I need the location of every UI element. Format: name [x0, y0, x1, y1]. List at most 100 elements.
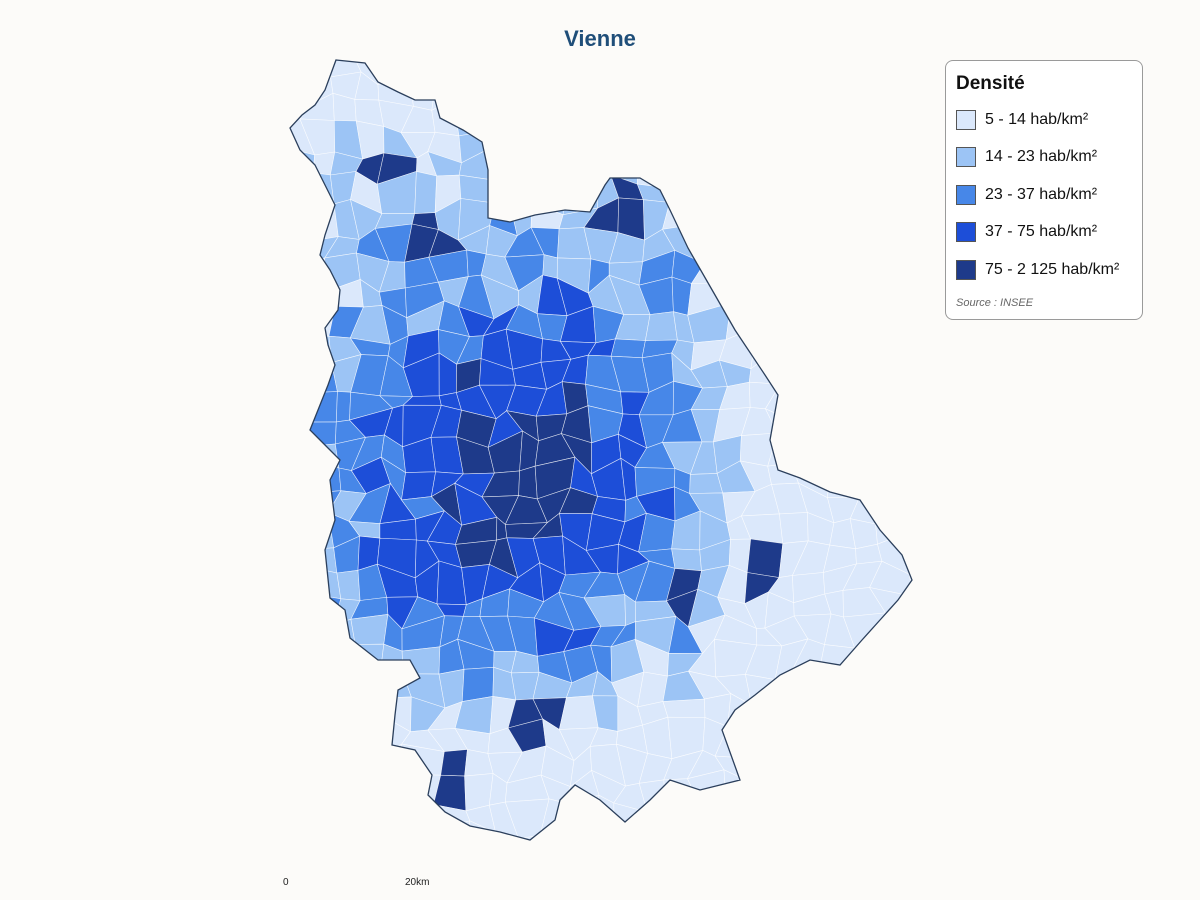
commune-cell	[534, 144, 565, 189]
commune-cell	[847, 68, 883, 103]
commune-cell	[818, 385, 861, 419]
commune-cell	[900, 288, 912, 305]
commune-cell	[850, 331, 882, 366]
commune-cell	[690, 173, 724, 207]
commune-cell	[640, 821, 674, 840]
commune-cell	[739, 255, 782, 288]
commune-cell	[561, 855, 592, 882]
legend-swatch-4	[956, 222, 976, 243]
commune-cell	[290, 460, 302, 499]
commune-cell	[899, 60, 912, 85]
commune-cell	[428, 820, 471, 840]
commune-cell	[687, 60, 726, 80]
commune-cell	[828, 752, 860, 781]
commune-cell	[290, 256, 307, 280]
commune-cell	[724, 60, 757, 80]
commune-cell	[533, 834, 562, 840]
commune-cell	[689, 473, 724, 494]
commune-cell	[715, 828, 752, 840]
commune-cell	[542, 254, 558, 279]
commune-cell	[620, 60, 638, 80]
commune-cell	[714, 93, 752, 136]
commune-cell	[290, 303, 302, 339]
commune-cell	[900, 144, 912, 182]
commune-cell	[741, 719, 776, 760]
scale-start-label: 0	[283, 877, 289, 888]
commune-cell	[290, 276, 307, 318]
commune-cell	[301, 624, 337, 648]
commune-cell	[870, 445, 912, 464]
legend-swatch-1	[956, 109, 976, 130]
commune-cells	[290, 60, 956, 882]
commune-cell	[871, 822, 900, 840]
legend-item: 37 - 75 hab/km²	[956, 214, 1132, 252]
commune-cell	[747, 776, 770, 813]
commune-cell	[290, 562, 300, 593]
commune-cell	[584, 97, 626, 131]
commune-cell	[518, 465, 538, 500]
commune-cell	[290, 222, 313, 266]
commune-cell	[856, 742, 876, 773]
commune-cell	[290, 692, 311, 736]
commune-cell	[692, 126, 725, 162]
commune-cell	[874, 772, 904, 813]
commune-cell	[922, 563, 956, 591]
commune-cell	[668, 68, 700, 110]
commune-cell	[872, 693, 907, 722]
commune-cell	[793, 667, 829, 701]
commune-cell	[723, 769, 751, 813]
commune-cell	[378, 832, 409, 840]
commune-cell	[847, 807, 878, 839]
commune-cell	[905, 590, 912, 619]
commune-cell	[691, 151, 725, 178]
commune-cell	[800, 721, 830, 758]
commune-cell	[290, 803, 312, 829]
commune-cell	[741, 72, 774, 94]
commune-cell	[777, 256, 809, 288]
commune-cell	[561, 60, 598, 75]
commune-cell	[591, 826, 625, 840]
commune-cell	[622, 70, 638, 99]
commune-cell	[290, 620, 311, 657]
commune-cell	[608, 95, 644, 131]
commune-cell	[927, 775, 956, 809]
commune-cell	[325, 776, 361, 805]
commune-cell	[823, 262, 857, 288]
commune-cell	[290, 60, 315, 76]
commune-cell	[349, 776, 391, 797]
commune-cell	[591, 794, 615, 836]
commune-cell	[741, 60, 776, 77]
commune-cell	[355, 668, 382, 699]
commune-cell	[697, 802, 729, 840]
commune-cell	[352, 795, 380, 834]
commune-cell	[635, 60, 671, 72]
commune-cell	[798, 125, 834, 156]
commune-cell	[740, 228, 782, 262]
commune-cell	[290, 493, 315, 514]
commune-cell	[490, 125, 518, 149]
commune-cell	[873, 302, 902, 345]
commune-cell	[852, 668, 884, 698]
commune-cell	[509, 124, 535, 155]
commune-cell	[790, 196, 826, 239]
commune-cell	[597, 151, 611, 179]
commune-cell	[668, 60, 692, 75]
commune-cell	[897, 809, 912, 838]
commune-cell	[824, 70, 853, 96]
commune-cell	[593, 60, 624, 80]
commune-cell	[870, 202, 904, 237]
commune-cell	[640, 808, 674, 825]
legend-swatch-3	[956, 184, 976, 205]
commune-cell	[778, 848, 797, 882]
commune-cell	[746, 303, 773, 340]
commune-cell	[531, 119, 563, 155]
commune-cell	[803, 353, 833, 394]
commune-cell	[557, 101, 587, 125]
commune-cell	[299, 92, 335, 121]
commune-cell	[300, 278, 336, 307]
commune-cell	[714, 252, 745, 286]
commune-cell	[718, 147, 756, 183]
commune-cell	[461, 666, 494, 702]
commune-cell	[773, 695, 803, 723]
commune-cell	[935, 723, 956, 755]
